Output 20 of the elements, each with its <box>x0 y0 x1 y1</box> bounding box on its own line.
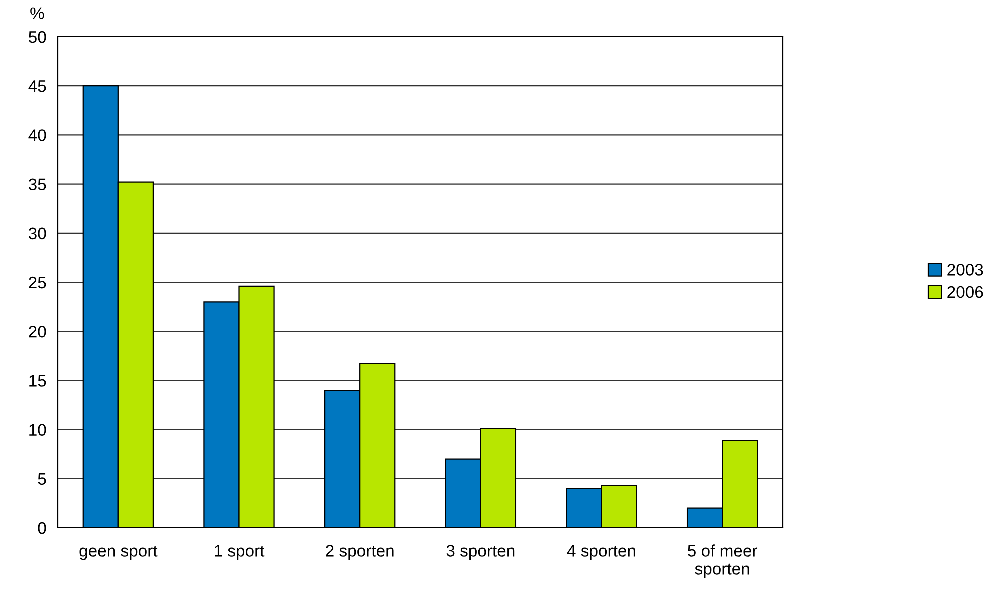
x-tick-label: 1 sport <box>215 545 265 560</box>
y-tick-label: 5 <box>38 473 46 486</box>
y-tick-label: 20 <box>29 326 46 338</box>
y-tick-label: 25 <box>29 276 46 289</box>
legend-label: 2006 <box>948 286 984 298</box>
x-tick-label: geen sport <box>80 546 158 560</box>
y-axis-title: % <box>30 8 44 20</box>
y-tick-label: 40 <box>28 130 46 142</box>
y-tick-label: 35 <box>28 178 46 191</box>
y-tick-label: 45 <box>28 80 46 92</box>
y-tick-label: 30 <box>28 228 46 240</box>
legend-label: 2003 <box>948 264 984 276</box>
x-tick-label: 3 sporten <box>446 545 515 560</box>
y-tick-label: 50 <box>29 31 46 44</box>
x-tick-label: 4 sporten <box>567 545 636 560</box>
x-tick-label: 5 of meer sporten <box>688 544 758 578</box>
y-tick-label: 10 <box>30 424 46 436</box>
y-tick-label: 15 <box>30 375 46 387</box>
x-tick-label: 2 sporten <box>326 545 394 560</box>
y-tick-label: 0 <box>38 522 46 534</box>
